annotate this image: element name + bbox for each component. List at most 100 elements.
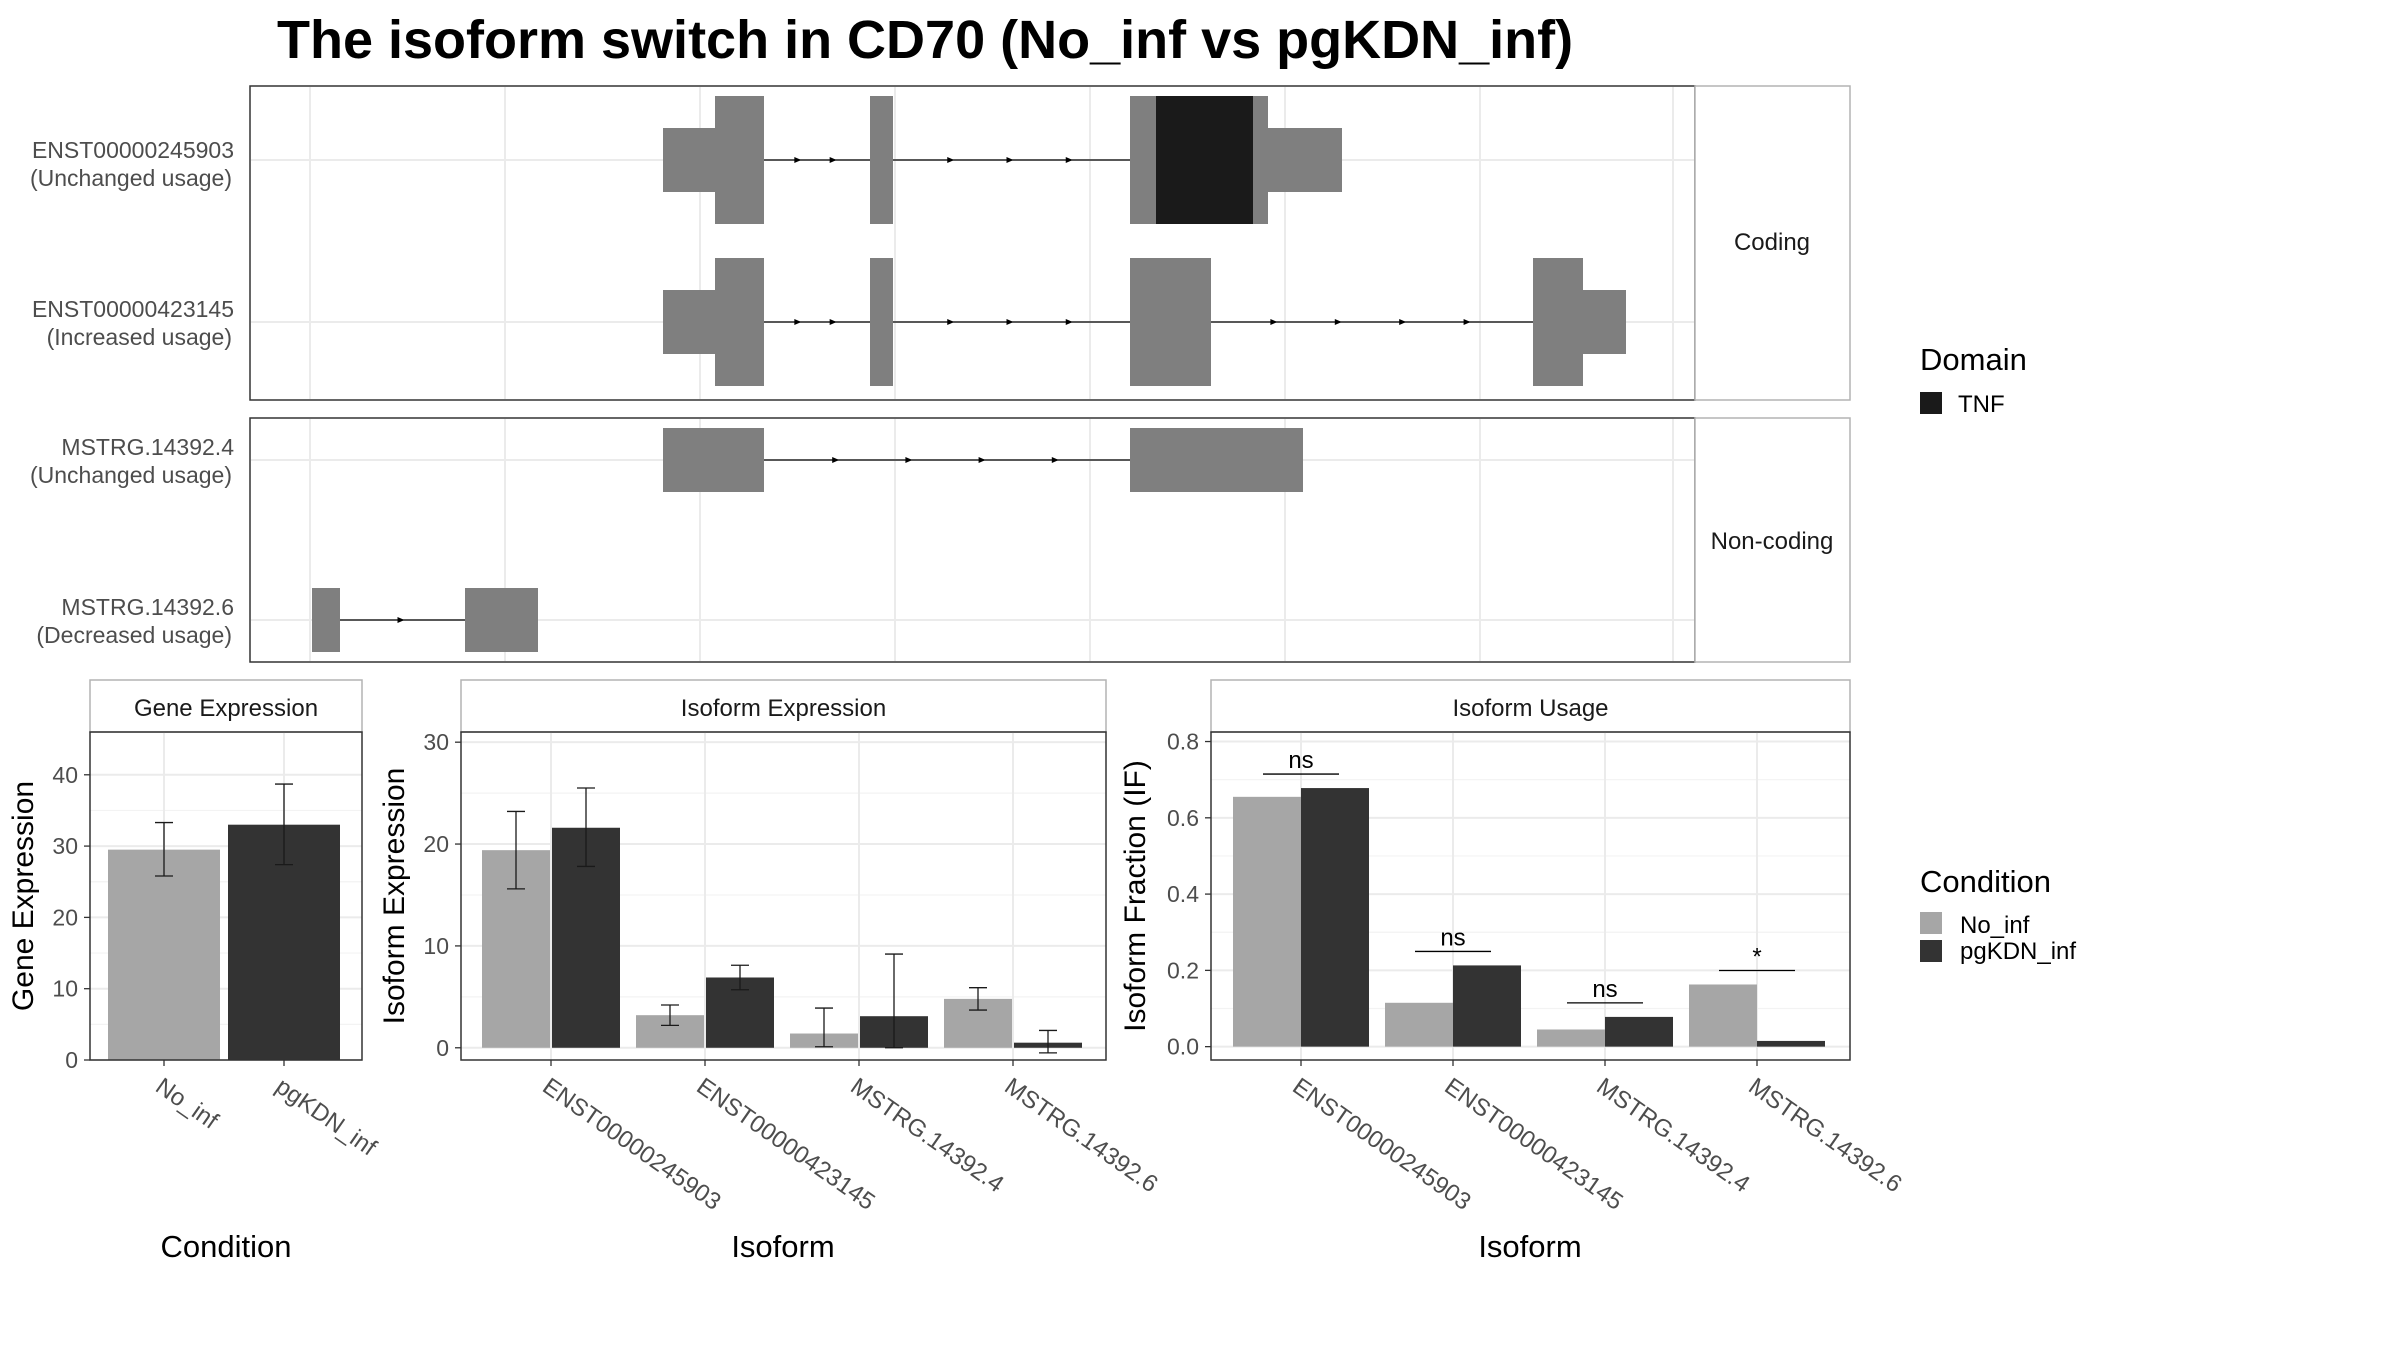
y-tick-label: 0.6 xyxy=(1167,805,1199,831)
x-axis-title: Isoform xyxy=(1478,1229,1581,1264)
cds-exon xyxy=(1253,96,1268,224)
coding-panel: Coding xyxy=(249,85,1851,401)
utr-exon xyxy=(1268,128,1342,192)
utr-exon xyxy=(663,290,715,354)
y-tick-label: 20 xyxy=(52,904,78,930)
bar-charts: Gene Expression 0 10 20 30 40 No_inf pgKDN_inf G… xyxy=(7,679,1907,1264)
coding-panel-border xyxy=(249,85,1696,401)
intron-arrow xyxy=(832,457,840,463)
condition-legend: Condition No_inf pgKDN_inf xyxy=(1920,864,2076,965)
cds-exon xyxy=(1533,258,1583,386)
intron-arrow xyxy=(905,457,913,463)
x-tick-label: pgKDN_inf xyxy=(271,1073,382,1162)
chart-panel: Gene Expression 0 10 20 30 40 No_inf pgKDN_inf G… xyxy=(7,679,382,1264)
y-tick-label: 30 xyxy=(423,729,449,755)
strip xyxy=(1210,679,1851,733)
panel-border xyxy=(89,731,363,1061)
y-axis-title: Isoform Expression xyxy=(378,768,411,1025)
chart-panel: Isoform Usagensnsns*0.00.20.40.60.8ENST0… xyxy=(1119,679,1907,1264)
cds-exon xyxy=(870,96,893,224)
y-tick-label: 0 xyxy=(436,1035,449,1061)
bar xyxy=(1757,1040,1825,1047)
domain-legend: Domain TNF xyxy=(1920,342,2027,418)
significance-label: ns xyxy=(1440,924,1465,951)
significance-label: * xyxy=(1752,943,1761,970)
y-axis-title: Isoform Fraction (IF) xyxy=(1119,760,1152,1032)
utr-exon xyxy=(1583,290,1626,354)
coding-strip xyxy=(1694,85,1851,401)
noncoding-panel: Non-coding xyxy=(249,417,1851,663)
condition-legend-title: Condition xyxy=(1920,864,2051,899)
y-tick-label: 0.4 xyxy=(1167,881,1199,907)
bar xyxy=(1605,1016,1673,1047)
intron-arrow xyxy=(1006,157,1014,163)
bar xyxy=(108,849,220,1060)
significance-label: ns xyxy=(1592,976,1617,1003)
panel-border xyxy=(460,731,1107,1061)
tnf-domain xyxy=(1156,96,1253,224)
x-axis-title: Isoform xyxy=(731,1229,834,1264)
noncoding-strip-label: Non-coding xyxy=(1711,528,1834,555)
domain-legend-title: Domain xyxy=(1920,342,2027,377)
cds-exon xyxy=(870,258,893,386)
panel-border xyxy=(1210,731,1851,1061)
figure-title: The isoform switch in CD70 (No_inf vs pg… xyxy=(277,10,1573,70)
intron-arrow xyxy=(829,319,837,325)
chart-panel: Isoform Expression0102030ENST00000245903… xyxy=(378,679,1163,1264)
x-tick-label: MSTRG.14392.4 xyxy=(846,1073,1009,1198)
bar xyxy=(1385,1002,1453,1047)
panel-strip-title: Gene Expression xyxy=(134,695,318,722)
domain-legend-label-tnf: TNF xyxy=(1958,391,2005,418)
intron-arrow xyxy=(978,457,986,463)
domain-legend-key-tnf xyxy=(1920,392,1942,414)
cds-exon xyxy=(715,258,764,386)
noncoding-strip xyxy=(1694,417,1851,663)
condition-legend-key-no-inf xyxy=(1920,912,1942,934)
transcript-id-label: MSTRG.14392.6 xyxy=(61,594,234,620)
intron-arrow xyxy=(1065,157,1073,163)
transcript-labels: ENST00000245903 (Unchanged usage) ENST00… xyxy=(30,137,234,648)
coding-strip-label: Coding xyxy=(1734,229,1810,256)
intron-arrow xyxy=(1065,319,1073,325)
intron-arrow xyxy=(1399,319,1407,325)
intron-arrow xyxy=(794,157,802,163)
y-tick-label: 0.0 xyxy=(1167,1034,1199,1060)
transcript-usage-label: (Increased usage) xyxy=(47,324,232,350)
intron-arrow xyxy=(1006,319,1014,325)
y-tick-label: 40 xyxy=(52,762,78,788)
strip xyxy=(460,679,1107,733)
bar xyxy=(1301,788,1369,1047)
noncoding-exon xyxy=(663,428,764,492)
intron-arrow xyxy=(947,319,955,325)
bar xyxy=(1233,796,1301,1047)
transcript-structures xyxy=(251,87,1694,661)
cds-exon xyxy=(715,96,764,224)
intron-arrow xyxy=(1270,319,1278,325)
y-tick-label: 30 xyxy=(52,833,78,859)
noncoding-exon xyxy=(1130,428,1303,492)
condition-legend-label-pgkdn-inf: pgKDN_inf xyxy=(1960,938,2076,965)
cds-exon xyxy=(1130,96,1156,224)
noncoding-exon xyxy=(312,588,340,652)
y-axis-title: Gene Expression xyxy=(7,781,40,1011)
bar xyxy=(1689,984,1757,1047)
noncoding-exon xyxy=(465,588,538,652)
strip xyxy=(89,679,363,733)
condition-legend-label-no-inf: No_inf xyxy=(1960,912,2030,939)
intron-arrow xyxy=(1334,319,1342,325)
condition-legend-key-pgkdn-inf xyxy=(1920,940,1942,962)
panel-strip-title: Isoform Expression xyxy=(681,695,886,722)
x-axis-title: Condition xyxy=(161,1229,292,1264)
bar xyxy=(1453,965,1521,1047)
intron-arrow xyxy=(829,157,837,163)
transcript-usage-label: (Decreased usage) xyxy=(36,622,232,648)
intron-arrow xyxy=(1051,457,1059,463)
bar xyxy=(1537,1029,1605,1047)
transcript-usage-label: (Unchanged usage) xyxy=(30,165,232,191)
y-tick-label: 20 xyxy=(423,831,449,857)
transcript-usage-label: (Unchanged usage) xyxy=(30,462,232,488)
y-tick-label: 10 xyxy=(423,933,449,959)
intron-arrow xyxy=(1463,319,1471,325)
utr-exon xyxy=(663,128,715,192)
